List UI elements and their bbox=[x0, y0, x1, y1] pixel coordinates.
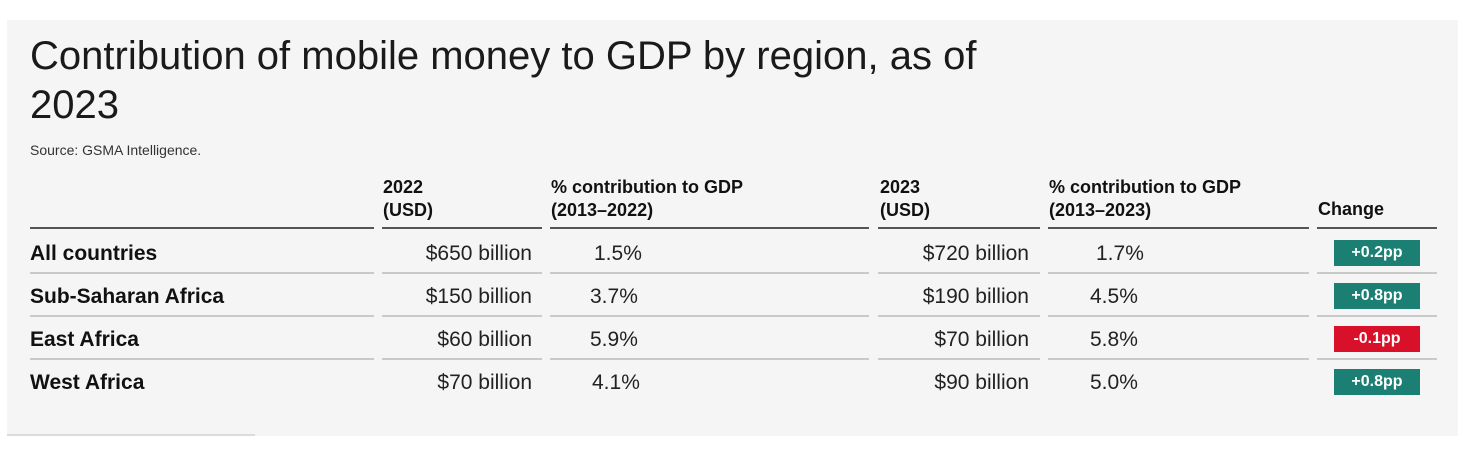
header-rule-2022-usd bbox=[382, 227, 542, 229]
table-cell-2022-usd: $60 billion bbox=[437, 328, 532, 351]
table-row-region: All countries bbox=[30, 242, 158, 265]
header-rule-pct-2022 bbox=[550, 227, 869, 229]
change-badge: -0.1pp bbox=[1334, 326, 1420, 352]
table-cell-pct-2023: 5.0% bbox=[1090, 371, 1138, 394]
header-2022-usd: 2022 (USD) bbox=[383, 177, 433, 220]
row-divider bbox=[550, 272, 869, 274]
table-row-region: West Africa bbox=[30, 371, 145, 394]
change-badge: +0.8pp bbox=[1334, 283, 1420, 309]
table-row-region: East Africa bbox=[30, 328, 139, 351]
row-divider bbox=[1317, 272, 1437, 274]
row-divider bbox=[550, 358, 869, 360]
table-cell-pct-2022: 1.5% bbox=[594, 242, 642, 265]
table-cell-pct-2022: 4.1% bbox=[592, 371, 640, 394]
header-pct-2013-2022: % contribution to GDP (2013–2022) bbox=[551, 177, 743, 220]
table-cell-2022-usd: $70 billion bbox=[437, 371, 532, 394]
header-2023-usd: 2023 (USD) bbox=[880, 177, 930, 220]
row-divider bbox=[1048, 272, 1309, 274]
table-cell-2023-usd: $90 billion bbox=[934, 371, 1029, 394]
table-cell-pct-2023: 1.7% bbox=[1096, 242, 1144, 265]
row-divider bbox=[382, 315, 542, 317]
row-divider bbox=[30, 315, 374, 317]
table-cell-pct-2023: 5.8% bbox=[1090, 328, 1138, 351]
row-divider bbox=[550, 315, 869, 317]
table-cell-2023-usd: $720 billion bbox=[922, 242, 1029, 265]
header-pct-2013-2023: % contribution to GDP (2013–2023) bbox=[1049, 177, 1241, 220]
row-divider bbox=[878, 358, 1040, 360]
panel-bottom-divider bbox=[7, 434, 255, 436]
change-badge: +0.8pp bbox=[1334, 369, 1420, 395]
header-rule-pct-2023 bbox=[1048, 227, 1309, 229]
chart-source: Source: GSMA Intelligence. bbox=[30, 142, 202, 158]
table-cell-2023-usd: $70 billion bbox=[934, 328, 1029, 351]
row-divider bbox=[878, 315, 1040, 317]
table-cell-2023-usd: $190 billion bbox=[922, 285, 1029, 308]
header-change: Change bbox=[1318, 199, 1385, 219]
row-divider bbox=[382, 358, 542, 360]
row-divider bbox=[30, 272, 374, 274]
row-divider bbox=[1317, 358, 1437, 360]
row-divider bbox=[1317, 315, 1437, 317]
change-badge: +0.2pp bbox=[1334, 240, 1420, 266]
table-cell-2022-usd: $150 billion bbox=[425, 285, 532, 308]
table-cell-pct-2022: 5.9% bbox=[590, 328, 638, 351]
row-divider bbox=[878, 272, 1040, 274]
row-divider bbox=[382, 272, 542, 274]
table-row-region: Sub-Saharan Africa bbox=[30, 285, 225, 308]
table-cell-pct-2023: 4.5% bbox=[1090, 285, 1138, 308]
table-cell-pct-2022: 3.7% bbox=[590, 285, 638, 308]
row-divider bbox=[1048, 358, 1309, 360]
header-rule-2023-usd bbox=[878, 227, 1040, 229]
chart-title: Contribution of mobile money to GDP by r… bbox=[30, 34, 977, 127]
table-cell-2022-usd: $650 billion bbox=[425, 242, 532, 265]
row-divider bbox=[1048, 315, 1309, 317]
row-divider bbox=[30, 358, 374, 360]
header-rule-change bbox=[1317, 227, 1437, 229]
header-rule-region bbox=[30, 227, 374, 229]
